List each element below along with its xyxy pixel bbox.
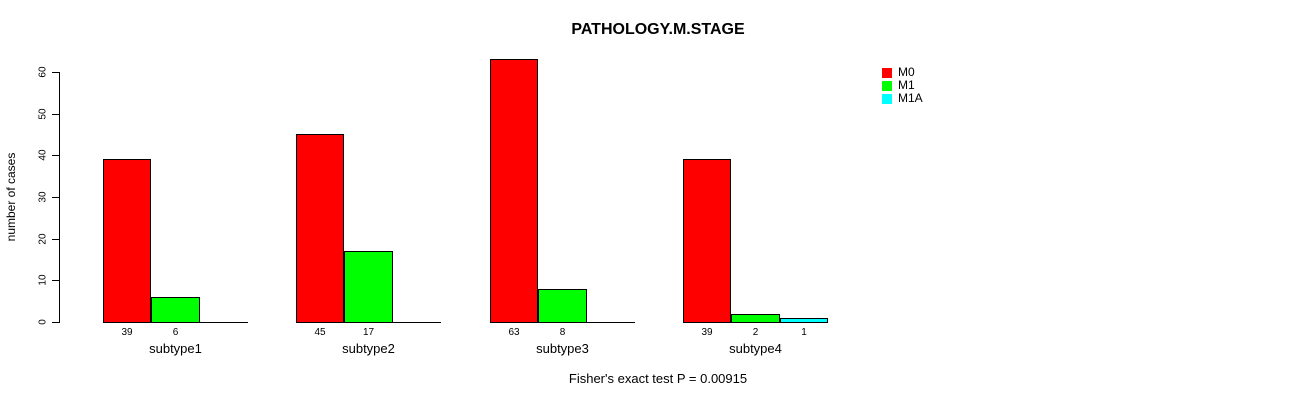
x-axis-category-label: subtype3	[536, 341, 589, 356]
y-axis-tick	[52, 197, 59, 198]
bar-m1-subtype2	[344, 251, 393, 323]
bar-value-label: 8	[559, 327, 566, 338]
bar-m0-subtype1	[103, 159, 151, 323]
legend-swatch-m1a	[882, 93, 892, 104]
x-axis-category-label: subtype1	[149, 341, 202, 356]
legend-item-m1a: M1A	[882, 92, 923, 105]
bar-m1-subtype4	[731, 314, 780, 323]
legend-item-m1: M1	[882, 79, 923, 92]
y-axis-tick-label: 30	[37, 191, 49, 203]
bar-m0-subtype3	[490, 59, 538, 323]
bar-value-label: 45	[314, 327, 326, 338]
legend-item-m0: M0	[882, 66, 923, 79]
legend-label: M1	[898, 78, 915, 92]
stat-annotation: Fisher's exact test P = 0.00915	[568, 371, 748, 386]
bar-value-label: 2	[752, 327, 759, 338]
bar-value-label: 39	[121, 327, 133, 338]
bar-value-label: 6	[172, 327, 179, 338]
y-axis-tick-label: 40	[37, 149, 49, 161]
x-axis-category-label: subtype2	[342, 341, 395, 356]
y-axis-line	[59, 72, 60, 323]
chart-title: PATHOLOGY.M.STAGE	[571, 21, 745, 38]
y-axis-label: number of cases	[4, 152, 18, 242]
legend-label: M1A	[898, 91, 923, 105]
bar-m0-subtype2	[296, 134, 344, 323]
legend: M0 M1 M1A	[882, 66, 923, 105]
legend-swatch-m1	[882, 80, 892, 91]
bar-m1-subtype3	[538, 289, 587, 323]
bar-m0-subtype4	[683, 159, 731, 323]
y-axis-tick-label: 60	[37, 66, 49, 78]
y-axis-tick	[52, 322, 59, 323]
y-axis-tick	[52, 114, 59, 115]
y-axis-tick-label: 20	[37, 233, 49, 245]
y-axis-tick	[52, 280, 59, 281]
bar-m1a-subtype4	[780, 318, 828, 323]
bar-value-label: 1	[801, 327, 807, 338]
bar-value-label: 39	[701, 327, 713, 338]
legend-label: M0	[898, 65, 915, 79]
y-axis-tick	[52, 155, 59, 156]
bar-value-label: 17	[362, 327, 375, 338]
y-axis-tick-label: 0	[37, 319, 49, 325]
bar-value-label: 63	[508, 327, 520, 338]
y-axis-tick-label: 10	[37, 274, 49, 286]
legend-swatch-m0	[882, 67, 892, 78]
y-axis-tick	[52, 72, 59, 73]
x-axis-category-label: subtype4	[729, 341, 782, 356]
y-axis-tick	[52, 239, 59, 240]
y-axis-tick-label: 50	[37, 108, 49, 120]
bar-m1-subtype1	[151, 297, 200, 323]
